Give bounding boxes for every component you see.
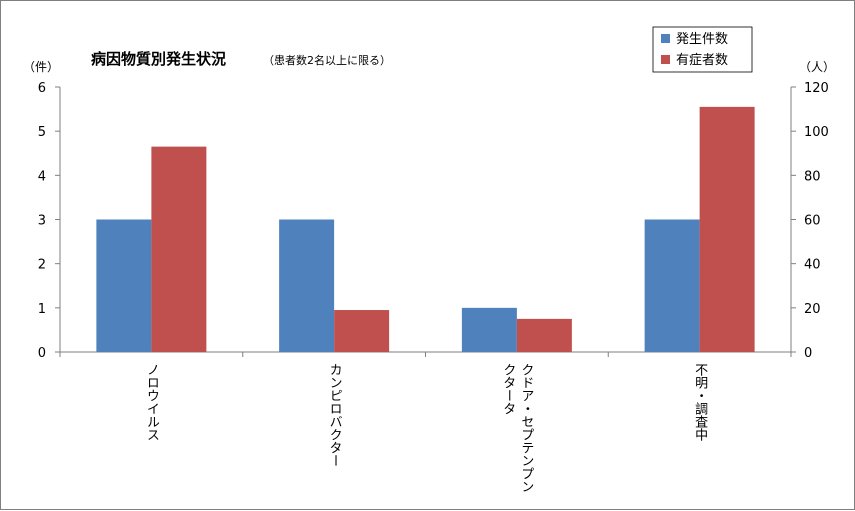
category-label: ノロウイルス bbox=[144, 363, 159, 441]
bar-cases-2 bbox=[461, 307, 517, 352]
bar-cases-1 bbox=[279, 219, 335, 352]
left-tick-label: 0 bbox=[38, 346, 46, 361]
left-tick-label: 5 bbox=[38, 125, 46, 140]
legend-swatch-patients bbox=[661, 55, 670, 64]
right-tick-label: 120 bbox=[804, 81, 829, 96]
category-label: 不明・調査中 bbox=[692, 363, 708, 441]
category-label: クドア・セプテンプン bbox=[518, 363, 534, 493]
legend-label-cases: 発生件数 bbox=[676, 32, 728, 47]
bar-patients-2 bbox=[516, 318, 572, 352]
bar-patients-1 bbox=[334, 310, 390, 352]
bar-patients-3 bbox=[699, 106, 755, 352]
legend: 発生件数 有症者数 bbox=[652, 26, 753, 73]
right-tick-label: 20 bbox=[804, 302, 821, 317]
chart-title: 病因物質別発生状況 bbox=[91, 50, 226, 68]
right-axis-unit: （人） bbox=[799, 60, 835, 74]
right-tick-label: 100 bbox=[804, 125, 829, 140]
left-tick-label: 1 bbox=[38, 302, 46, 317]
legend-label-patients: 有症者数 bbox=[676, 53, 728, 68]
chart-subtitle: （患者数2名以上に限る） bbox=[263, 53, 391, 67]
legend-swatch-cases bbox=[661, 34, 670, 43]
left-tick-label: 3 bbox=[38, 214, 46, 229]
left-tick-label: 4 bbox=[38, 169, 46, 184]
left-axis-unit: （件） bbox=[23, 60, 59, 74]
right-tick-label: 0 bbox=[804, 346, 812, 361]
bar-patients-0 bbox=[151, 146, 207, 352]
right-tick-label: 40 bbox=[804, 258, 821, 273]
bar-cases-3 bbox=[644, 219, 700, 352]
right-tick-label: 60 bbox=[804, 214, 821, 229]
left-tick-label: 6 bbox=[38, 81, 46, 96]
right-tick-label: 80 bbox=[804, 169, 821, 184]
category-label: カンピロバクター bbox=[327, 363, 343, 467]
category-label: クタータ bbox=[500, 363, 515, 415]
bar-cases-0 bbox=[96, 219, 152, 352]
left-tick-label: 2 bbox=[38, 258, 46, 273]
